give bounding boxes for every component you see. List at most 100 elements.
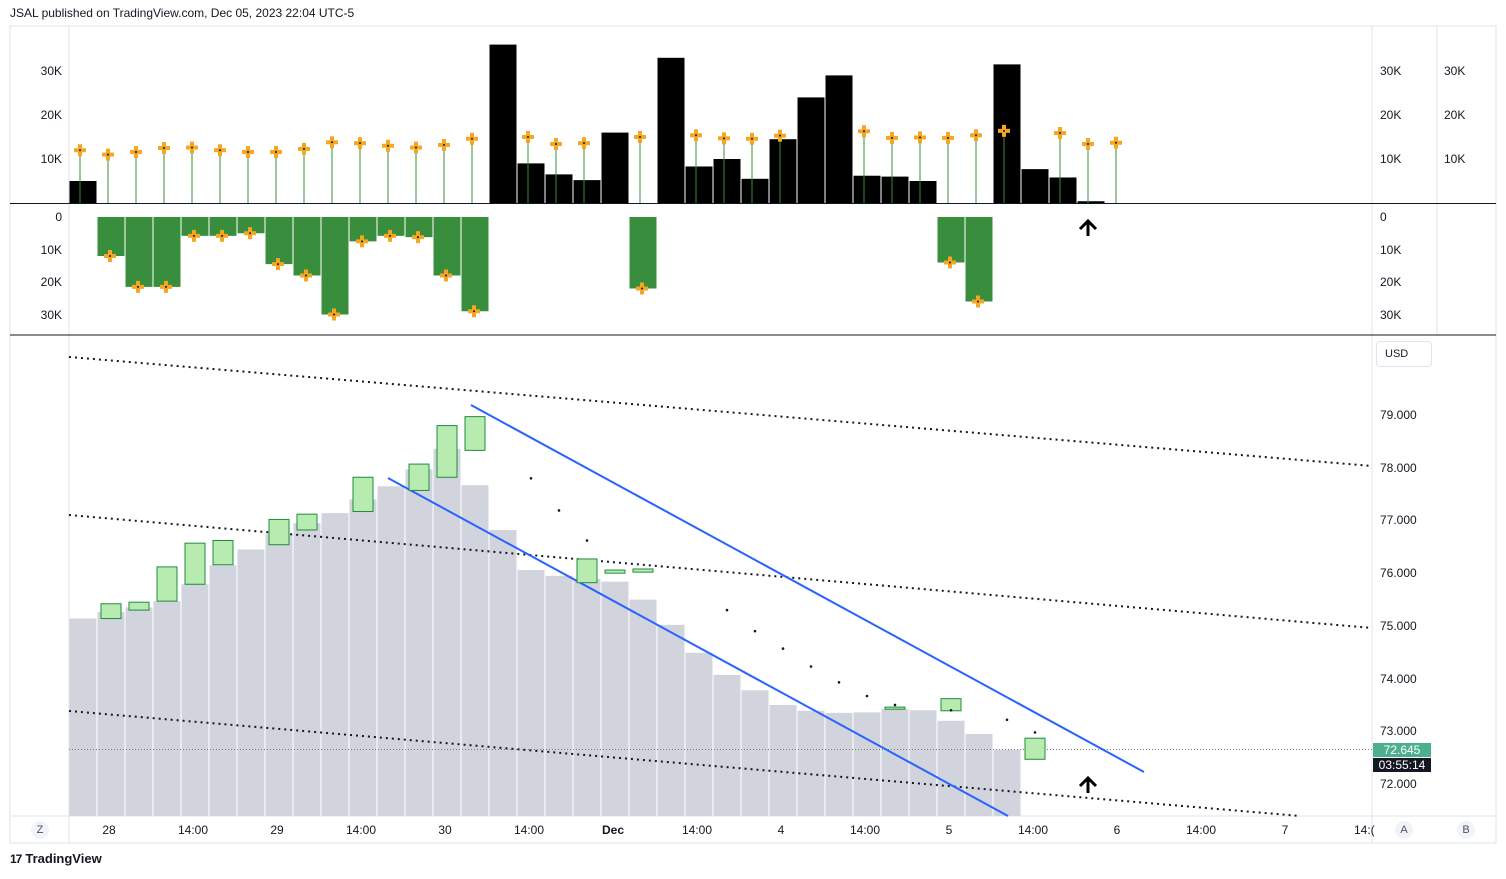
countdown-tag: 03:55:14: [1373, 758, 1431, 772]
lower-bar: [125, 217, 153, 287]
plus-marker-dot: [527, 136, 529, 138]
plus-marker-icon: [634, 131, 646, 143]
plus-marker-dot: [977, 300, 979, 303]
volume-bar: [1077, 201, 1105, 203]
plus-marker-icon: [328, 308, 340, 321]
volume-bar: [853, 175, 881, 203]
volume-axis-label: 20K: [41, 108, 62, 122]
plus-marker-dot: [919, 136, 921, 139]
footer-brand[interactable]: 17 TradingView: [10, 851, 102, 866]
time-axis-label: 28: [102, 823, 116, 837]
volume-bar: [545, 174, 573, 203]
plus-marker-dot: [1003, 129, 1005, 132]
plus-marker-dot: [277, 263, 279, 266]
trail-dot: [809, 665, 813, 668]
time-axis-label: 14:00: [178, 823, 208, 837]
time-axis-label: Dec: [602, 823, 624, 837]
plus-marker-dot: [137, 285, 139, 288]
plus-marker-dot: [107, 153, 109, 156]
plus-marker-icon: [298, 142, 310, 155]
trail-dot: [949, 708, 953, 712]
plus-marker-dot: [641, 287, 643, 290]
volume-axis-label: 30K: [1444, 64, 1465, 78]
zoom-reset-button[interactable]: Z: [31, 821, 49, 839]
plus-marker-dot: [219, 149, 221, 152]
auto-scale-button[interactable]: A: [1395, 821, 1413, 839]
currency-button[interactable]: USD: [1376, 341, 1432, 367]
lower-axis-label: 20K: [41, 275, 62, 289]
price-bar: [545, 575, 573, 816]
price-histogram: [69, 448, 1021, 816]
plus-marker-icon: [440, 269, 452, 282]
lower-bar: [433, 217, 461, 276]
price-bar: [489, 529, 517, 816]
trail-dot: [1033, 731, 1037, 734]
plus-marker-dot: [1115, 141, 1117, 144]
plus-marker-icon: [326, 136, 338, 149]
plus-marker-dot: [471, 137, 473, 140]
price-bar: [769, 704, 797, 816]
volume-bar: [517, 163, 545, 203]
plus-marker-icon: [886, 131, 898, 144]
plus-marker-dot: [751, 137, 753, 140]
volume-axis-left: 30K 20K 10K: [41, 64, 62, 166]
plus-marker-dot: [415, 146, 417, 149]
price-axis-label: 76.000: [1380, 566, 1417, 580]
plus-marker-icon: [942, 131, 954, 144]
candle: [576, 558, 598, 584]
price-bar: [993, 749, 1021, 816]
candle: [884, 706, 906, 710]
lower-axis-right: 0 10K 20K 30K: [1380, 210, 1401, 322]
price-axis: 79.000 78.000 77.000 76.000 75.000 74.00…: [1380, 408, 1417, 791]
price-bar: [153, 601, 181, 816]
plus-marker-icon: [718, 132, 730, 145]
plus-marker-dot: [555, 143, 557, 146]
price-bar: [405, 469, 433, 816]
lower-bar: [937, 217, 965, 263]
lower-bar: [405, 217, 433, 238]
plus-marker-dot: [949, 261, 951, 264]
plus-marker-icon: [550, 138, 562, 151]
lower-axis-label: 10K: [1380, 243, 1401, 257]
plus-marker-dot: [779, 134, 781, 137]
lower-bar: [461, 217, 489, 312]
plus-marker-icon: [746, 132, 758, 145]
plus-marker-icon: [972, 295, 984, 308]
candle: [352, 476, 374, 513]
plus-marker-icon: [410, 141, 422, 154]
plus-marker-dot: [1059, 132, 1061, 135]
candle: [100, 603, 122, 620]
lower-bar: [237, 217, 265, 234]
candle: [296, 513, 318, 531]
plus-marker-dot: [583, 142, 585, 145]
time-axis-label: 4: [778, 823, 785, 837]
plus-marker-icon: [858, 125, 870, 138]
plus-marker-icon: [466, 132, 478, 145]
lower-bar: [265, 217, 293, 265]
plus-marker-icon: [522, 131, 534, 143]
plus-marker-icon: [690, 129, 702, 142]
trail-dot: [529, 477, 533, 480]
footer-brand-name: TradingView: [25, 851, 102, 866]
plus-marker-icon: [160, 280, 172, 293]
plus-marker-icon: [300, 269, 312, 282]
candle: [268, 518, 290, 546]
plus-marker-dot: [193, 234, 195, 237]
plus-marker-dot: [387, 144, 389, 147]
time-axis-label: 14:00: [346, 823, 376, 837]
time-axis-label: 5: [946, 823, 953, 837]
price-bar: [797, 710, 825, 816]
lower-bar: [965, 217, 993, 302]
scale-mode-button[interactable]: B: [1457, 821, 1475, 839]
lower-bar: [181, 217, 209, 236]
plus-marker-icon: [970, 129, 982, 142]
plus-marker-dot: [361, 240, 363, 243]
price-bar: [209, 565, 237, 816]
plus-marker-dot: [947, 136, 949, 139]
price-bar: [881, 709, 909, 816]
price-bar: [629, 599, 657, 816]
price-bar: [461, 485, 489, 816]
volume-bar: [489, 44, 517, 203]
candle: [604, 569, 626, 574]
